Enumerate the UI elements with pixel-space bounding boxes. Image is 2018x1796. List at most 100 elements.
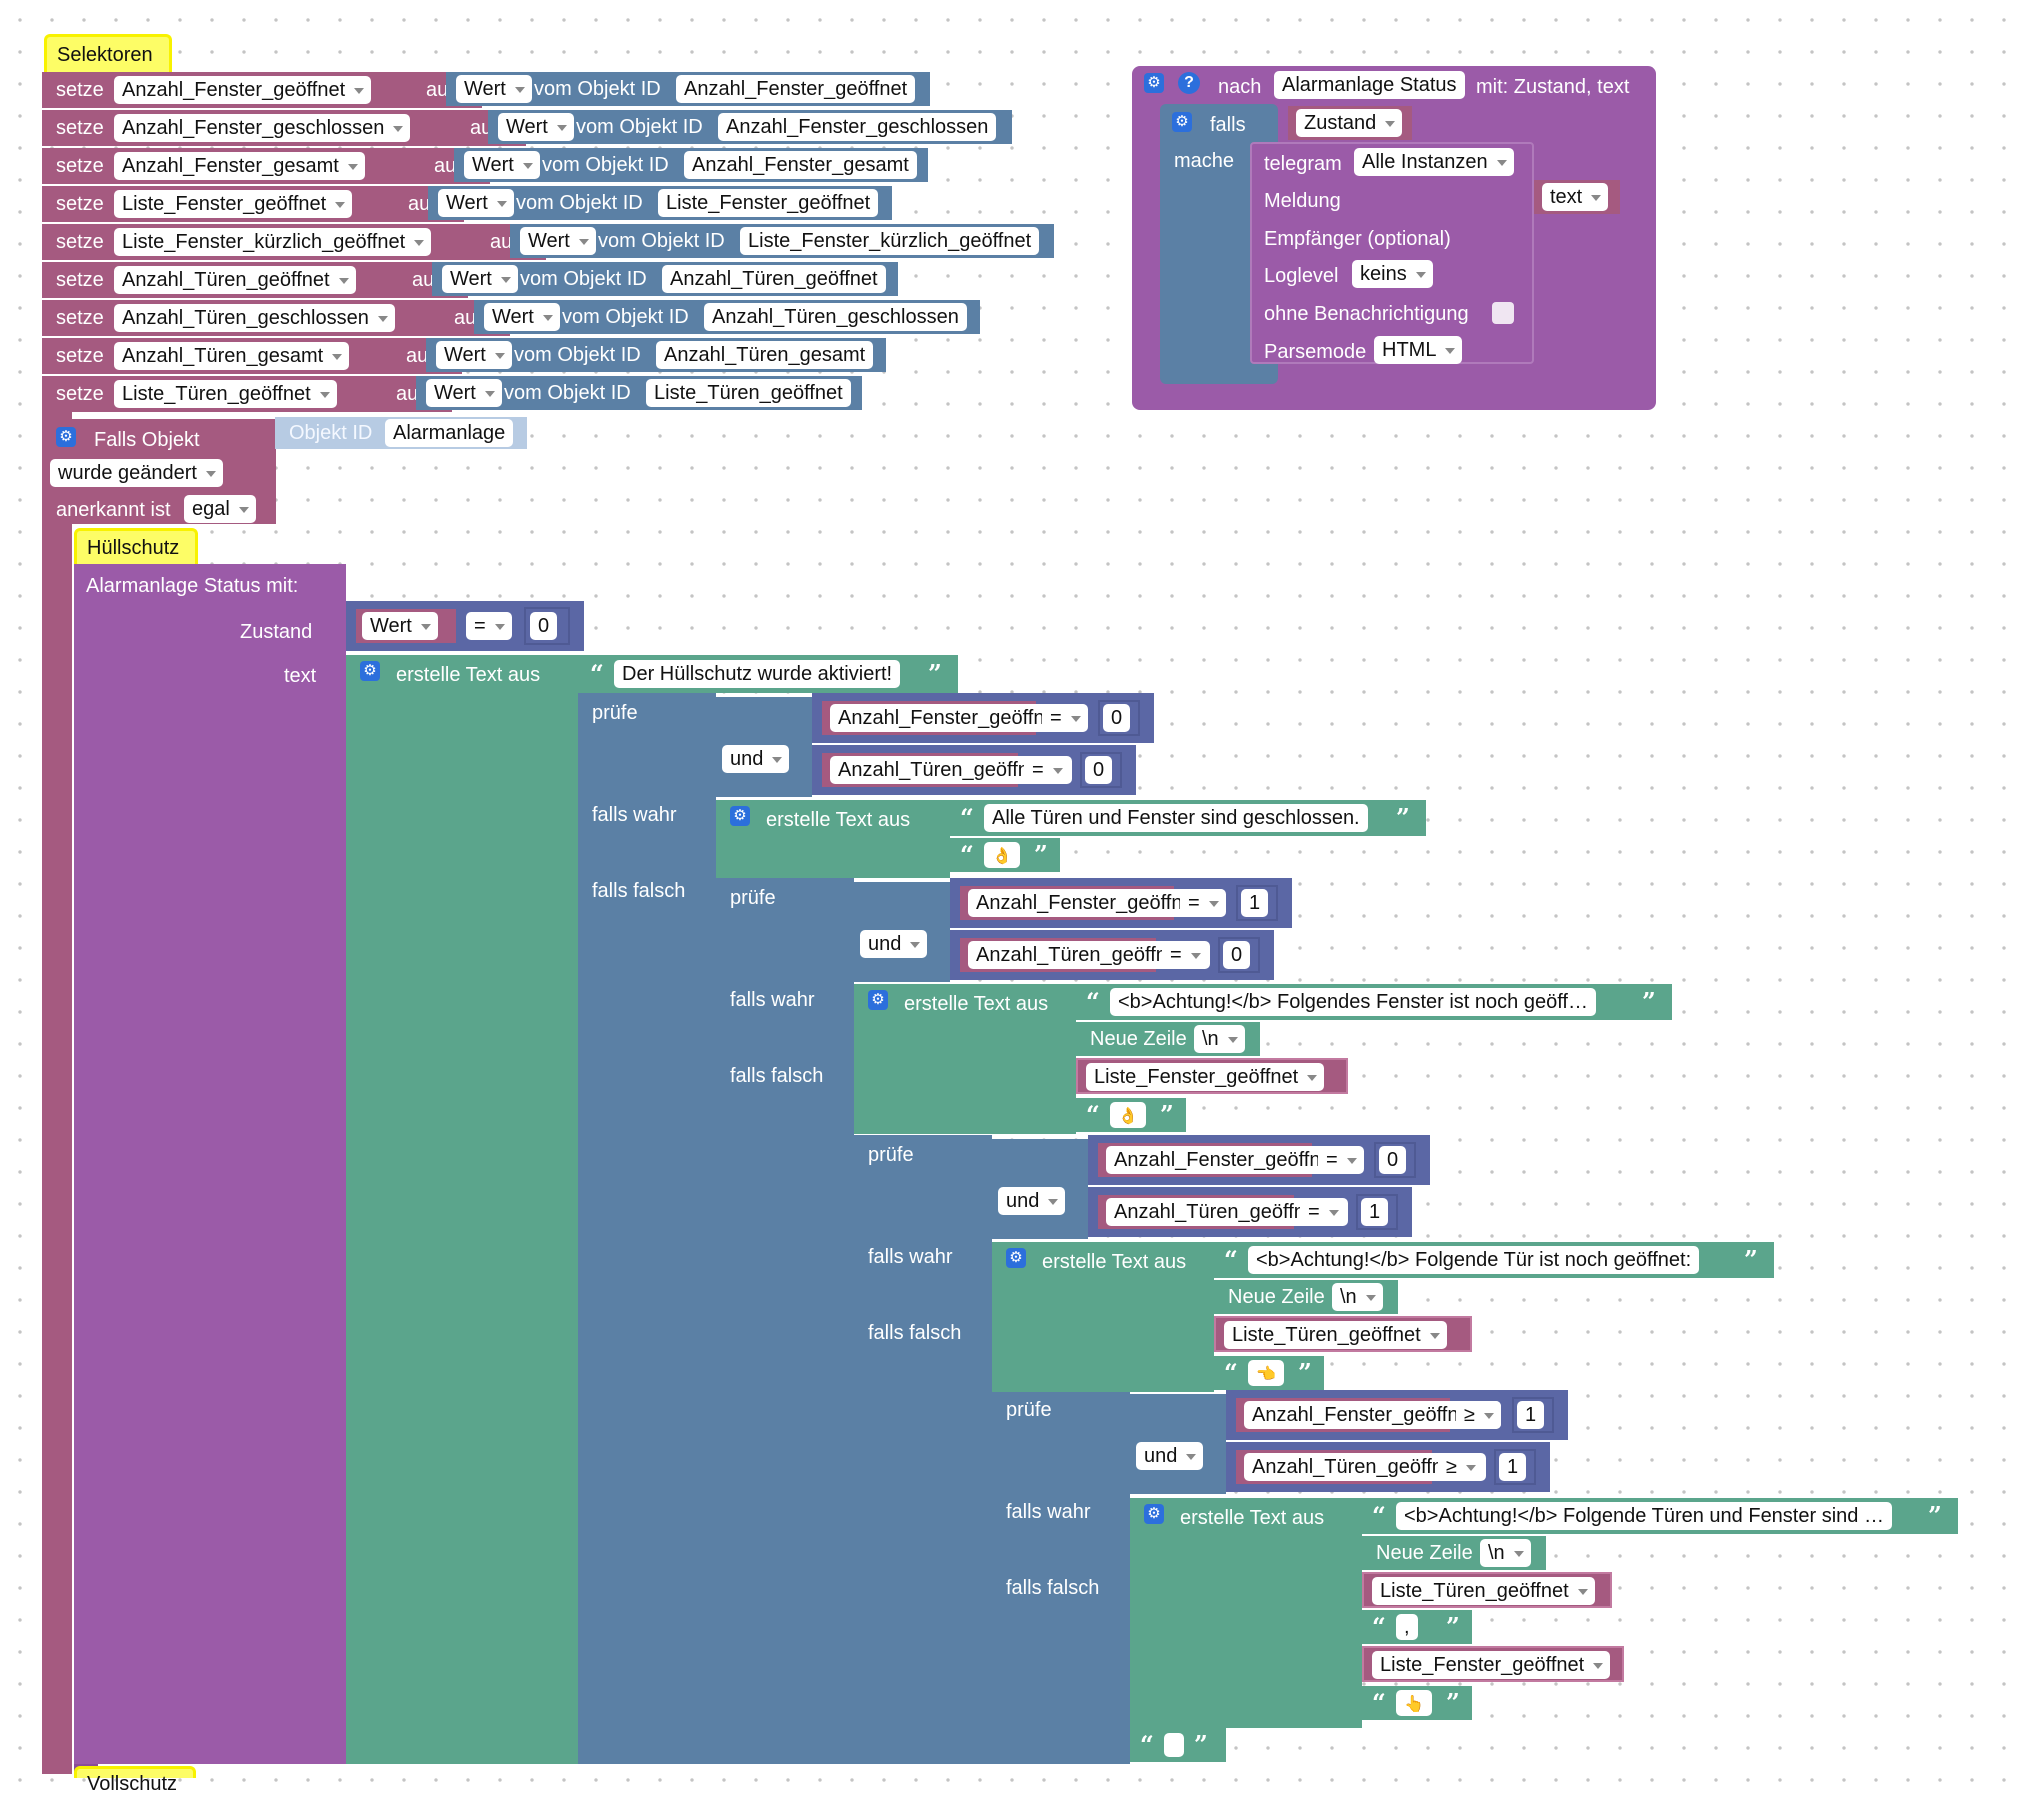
variable-getter[interactable]: Anzahl_Türen_geöffnet bbox=[1236, 1450, 1486, 1484]
wert-dropdown[interactable]: Wert bbox=[442, 265, 518, 293]
operator-dropdown[interactable]: = bbox=[1042, 704, 1088, 732]
telegram-block[interactable]: telegram Alle Instanzen Meldung Empfänge… bbox=[1250, 142, 1534, 364]
and-block[interactable]: und bbox=[1130, 1394, 1226, 1494]
wert-dropdown[interactable]: Wert bbox=[520, 227, 596, 255]
text-literal-value[interactable]: <b>Achtung!</b> Folgende Türen und Fenst… bbox=[1396, 1502, 1892, 1530]
newline-dropdown[interactable]: \n bbox=[1332, 1283, 1383, 1311]
gear-icon[interactable]: ⚙ bbox=[360, 661, 380, 681]
operator-dropdown[interactable]: = bbox=[1162, 941, 1208, 969]
empty-text-field[interactable] bbox=[1164, 1733, 1184, 1757]
number-block[interactable]: 0 bbox=[1098, 700, 1140, 736]
comma-literal[interactable]: “, ” bbox=[1362, 1610, 1472, 1644]
variable-dropdown[interactable]: Anzahl_Türen_gesamt bbox=[114, 342, 350, 370]
zustand-number[interactable]: 0 bbox=[530, 612, 558, 640]
condition-dropdown[interactable]: Zustand bbox=[1296, 109, 1403, 137]
variable-dropdown[interactable]: Anzahl_Fenster_geöffnet bbox=[830, 704, 1088, 732]
text-literal-value[interactable]: <b>Achtung!</b> Folgende Tür ist noch ge… bbox=[1248, 1246, 1700, 1274]
object-value-block[interactable]: Wert vom Objekt ID Liste_Fenster_geöffnet bbox=[428, 186, 892, 220]
wert-dropdown[interactable]: Wert bbox=[456, 75, 532, 103]
variable-getter[interactable]: Anzahl_Fenster_geöffnet bbox=[1098, 1143, 1364, 1177]
wert-dropdown[interactable]: Wert bbox=[484, 303, 560, 331]
newline-block[interactable]: Neue Zeile \n bbox=[1076, 1022, 1260, 1056]
acknowledged-dropdown[interactable]: egal bbox=[184, 495, 256, 523]
object-value-block[interactable]: Wert vom Objekt ID Liste_Fenster_kürzlich_… bbox=[510, 224, 1054, 258]
operator-dropdown[interactable]: = bbox=[1300, 1198, 1346, 1226]
object-id-field[interactable]: Anzahl_Türen_gesamt bbox=[656, 341, 874, 369]
variable-getter[interactable]: Anzahl_Fenster_geöffnet bbox=[960, 886, 1226, 920]
text-builder[interactable]: ⚙ erstelle Text aus bbox=[1130, 1498, 1362, 1728]
eq-dropdown[interactable]: = bbox=[466, 612, 512, 640]
loglevel-dropdown[interactable]: keins bbox=[1352, 260, 1433, 288]
object-id-field[interactable]: Anzahl_Fenster_geschlossen bbox=[718, 113, 997, 141]
emoji-field[interactable]: 👈 bbox=[1248, 1360, 1284, 1386]
emoji-literal[interactable]: “ 👌 ” bbox=[950, 838, 1060, 872]
text-literal[interactable]: “ Alle Türen und Fenster sind geschlossen… bbox=[950, 800, 1426, 836]
wert-dropdown[interactable]: Wert bbox=[362, 612, 438, 640]
comma-field[interactable]: , bbox=[1396, 1614, 1418, 1640]
compare-block[interactable]: Anzahl_Fenster_geöffnet = 0 bbox=[812, 693, 1154, 743]
list-dropdown[interactable]: Liste_Fenster_geöffnet bbox=[1372, 1651, 1611, 1679]
number-field[interactable]: 0 bbox=[1085, 756, 1113, 784]
emoji-field[interactable]: 👆 bbox=[1396, 1690, 1432, 1716]
text-builder[interactable]: ⚙ erstelle Text aus bbox=[992, 1242, 1214, 1392]
selector-row[interactable]: setze Anzahl_Türen_gesamt auf bbox=[42, 338, 462, 374]
number-block[interactable]: 0 bbox=[524, 607, 570, 645]
text-literal[interactable]: “ <b>Achtung!</b> Folgende Tür ist noch g… bbox=[1214, 1242, 1774, 1278]
and-block[interactable]: und bbox=[992, 1139, 1088, 1239]
ternary-block[interactable]: prüfe falls wahr falls falsch bbox=[992, 1390, 1130, 1764]
newline-dropdown[interactable]: \n bbox=[1480, 1539, 1531, 1567]
list-getter[interactable]: Liste_Türen_geöffnet bbox=[1362, 1572, 1612, 1608]
changed-dropdown[interactable]: wurde geändert bbox=[50, 459, 223, 487]
compare-block[interactable]: Anzahl_Türen_geöffnet = 0 bbox=[950, 930, 1274, 980]
object-value-block[interactable]: Wert vom Objekt ID Anzahl_Türen_gesamt bbox=[426, 338, 886, 372]
object-value-block[interactable]: Wert vom Objekt ID Liste_Türen_geöffnet bbox=[416, 376, 862, 410]
wert-dropdown[interactable]: Wert bbox=[436, 341, 512, 369]
text-literal-1[interactable]: “ Der Hüllschutz wurde aktiviert! ” bbox=[578, 655, 958, 693]
text-literal[interactable]: “ <b>Achtung!</b> Folgendes Fenster ist n… bbox=[1076, 984, 1672, 1020]
object-id-field[interactable]: Anzahl_Fenster_geöffnet bbox=[676, 75, 916, 103]
selector-row[interactable]: setze Anzahl_Türen_geschlossen auf bbox=[42, 300, 510, 336]
object-id-value[interactable]: Alarmanlage bbox=[385, 419, 514, 447]
selectors-hat[interactable]: Selektoren bbox=[44, 34, 172, 72]
wert-dropdown[interactable]: Wert bbox=[426, 379, 502, 407]
list-dropdown[interactable]: Liste_Türen_geöffnet bbox=[1224, 1321, 1447, 1349]
text-literal-1-value[interactable]: Der Hüllschutz wurde aktiviert! bbox=[614, 660, 901, 688]
variable-getter[interactable]: Anzahl_Türen_geöffnet bbox=[1098, 1195, 1348, 1229]
list-dropdown[interactable]: Liste_Türen_geöffnet bbox=[1372, 1577, 1595, 1605]
emoji-field[interactable]: 👌 bbox=[1110, 1102, 1146, 1128]
and-block[interactable]: und bbox=[854, 882, 950, 982]
number-block[interactable]: 0 bbox=[1080, 752, 1122, 788]
gear-icon[interactable]: ⚙ bbox=[868, 990, 888, 1010]
gear-icon[interactable]: ⚙ bbox=[1172, 112, 1192, 132]
function-name-field[interactable]: Alarmanlage Status bbox=[1274, 71, 1465, 99]
selector-row[interactable]: setze Anzahl_Fenster_geschlossen auf bbox=[42, 110, 526, 146]
object-id-field[interactable]: Liste_Türen_geöffnet bbox=[646, 379, 851, 407]
ternary-block[interactable]: prüfe falls wahr falls falsch bbox=[854, 1135, 992, 1764]
number-block[interactable]: 1 bbox=[1356, 1194, 1398, 1230]
operator-dropdown[interactable]: = bbox=[1024, 756, 1070, 784]
emoji-literal[interactable]: “ 👌 ” bbox=[1076, 1098, 1186, 1132]
object-value-block[interactable]: Wert vom Objekt ID Anzahl_Fenster_geschlos… bbox=[488, 110, 1012, 144]
operator-dropdown[interactable]: ≥ bbox=[1456, 1401, 1501, 1429]
object-value-block[interactable]: Wert vom Objekt ID Anzahl_Türen_geöffnet bbox=[432, 262, 898, 296]
wert-getter[interactable]: Wert bbox=[356, 609, 456, 643]
variable-getter[interactable]: Anzahl_Türen_geöffnet bbox=[960, 938, 1210, 972]
parsemode-dropdown[interactable]: HTML bbox=[1374, 336, 1463, 364]
variable-dropdown[interactable]: Anzahl_Fenster_geöffnet bbox=[114, 76, 372, 104]
variable-getter[interactable]: Anzahl_Fenster_geöffnet bbox=[1236, 1398, 1502, 1432]
text-builder-1[interactable]: ⚙ erstelle Text aus bbox=[346, 655, 578, 1764]
emoji-literal[interactable]: “ 👆 ” bbox=[1362, 1686, 1472, 1720]
vollschutz-hat[interactable]: Vollschutz bbox=[74, 1766, 196, 1795]
text-builder[interactable]: ⚙ erstelle Text aus bbox=[716, 800, 950, 878]
ternary-block[interactable]: prüfe falls wahr falls falsch bbox=[716, 878, 854, 1764]
object-id-field[interactable]: Liste_Fenster_geöffnet bbox=[658, 189, 879, 217]
newline-block[interactable]: Neue Zeile \n bbox=[1362, 1536, 1546, 1570]
selector-row[interactable]: setze Anzahl_Türen_geöffnet auf bbox=[42, 262, 468, 298]
selector-row[interactable]: setze Anzahl_Fenster_geöffnet auf bbox=[42, 72, 482, 108]
selector-row[interactable]: setze Anzahl_Fenster_gesamt auf bbox=[42, 148, 490, 184]
number-block[interactable]: 0 bbox=[1218, 937, 1260, 973]
compare-block[interactable]: Anzahl_Fenster_geöffnet = 1 bbox=[950, 878, 1292, 928]
ohne-benachrichtigung-checkbox[interactable] bbox=[1492, 302, 1514, 324]
text-literal[interactable]: “ <b>Achtung!</b> Folgende Türen und Fens… bbox=[1362, 1498, 1958, 1534]
compare-zustand[interactable]: Wert = 0 bbox=[346, 601, 584, 651]
